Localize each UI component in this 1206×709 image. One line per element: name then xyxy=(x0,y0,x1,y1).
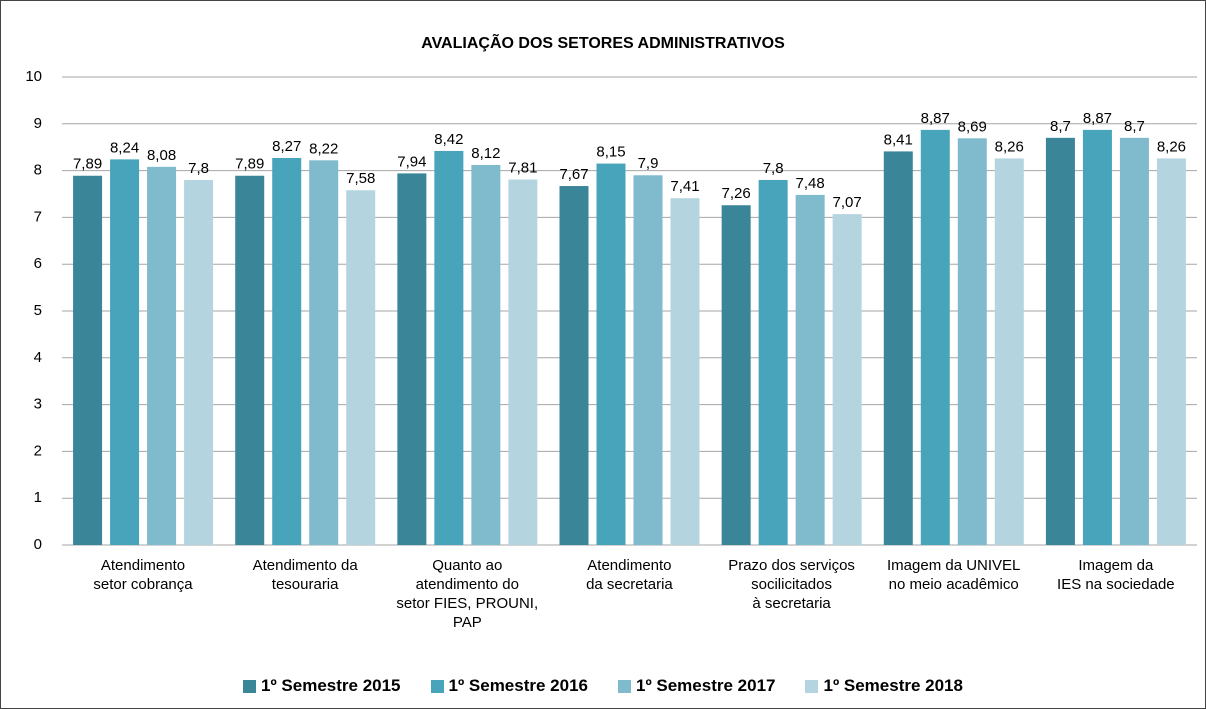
bar xyxy=(1082,129,1112,545)
bar xyxy=(758,179,788,545)
x-tick-label: Atendimento da secretaria xyxy=(586,557,673,593)
y-tick-label: 6 xyxy=(34,255,42,272)
y-tick-label: 3 xyxy=(34,396,42,413)
bar xyxy=(508,179,538,545)
x-tick-label: Prazo dos serviços socilicitados à secre… xyxy=(728,557,855,612)
data-label: 8,24 xyxy=(110,139,139,156)
data-label: 7,81 xyxy=(508,159,537,176)
x-tick-label: Atendimento da tesouraria xyxy=(252,557,358,593)
data-label: 7,58 xyxy=(346,170,375,187)
legend-swatch xyxy=(243,679,257,693)
legend-label: 1º Semestre 2017 xyxy=(636,676,776,695)
bar xyxy=(235,175,265,546)
data-label: 7,41 xyxy=(670,178,699,195)
y-tick-label: 10 xyxy=(25,68,42,85)
x-tick-label: Quanto ao atendimento do setor FIES, PRO… xyxy=(396,557,539,631)
bar xyxy=(471,164,501,545)
bar xyxy=(721,205,751,545)
bar xyxy=(670,198,700,545)
legend-item: 1º Semestre 2015 xyxy=(243,676,401,696)
data-label: 8,15 xyxy=(596,144,625,161)
y-tick-label: 5 xyxy=(34,302,42,319)
data-label: 7,8 xyxy=(763,160,784,177)
data-label: 7,89 xyxy=(73,156,102,173)
bar xyxy=(795,194,825,545)
data-label: 8,7 xyxy=(1050,118,1071,135)
data-label: 7,9 xyxy=(638,155,659,172)
bar xyxy=(346,190,376,546)
y-tick-label: 8 xyxy=(34,162,42,179)
legend-item: 1º Semestre 2016 xyxy=(430,676,588,696)
data-label: 8,22 xyxy=(309,140,338,157)
legend-label: 1º Semestre 2016 xyxy=(448,676,588,695)
x-tick-label: Imagem da UNIVEL no meio acadêmico xyxy=(887,557,1021,593)
data-label: 8,08 xyxy=(147,147,176,164)
data-label: 7,67 xyxy=(559,166,588,183)
legend-item: 1º Semestre 2017 xyxy=(618,676,775,696)
bar xyxy=(147,166,177,545)
bar xyxy=(110,159,140,546)
data-label: 8,69 xyxy=(958,118,987,135)
bar xyxy=(994,158,1024,545)
data-label: 7,48 xyxy=(796,175,825,192)
legend-swatch xyxy=(618,679,631,693)
legend-swatch xyxy=(805,679,819,693)
data-label: 8,12 xyxy=(471,145,500,162)
data-label: 8,26 xyxy=(1157,138,1186,155)
data-label: 8,7 xyxy=(1124,118,1145,135)
legend-item: 1º Semestre 2018 xyxy=(805,676,963,696)
y-tick-label: 7 xyxy=(34,208,42,225)
data-label: 8,42 xyxy=(434,131,463,148)
data-label: 7,07 xyxy=(833,194,862,211)
bar xyxy=(272,157,302,546)
chart-title: AVALIAÇÃO DOS SETORES ADMINISTRATIVOS xyxy=(421,32,785,52)
bar xyxy=(73,175,103,546)
y-tick-label: 9 xyxy=(34,115,42,132)
legend-label: 1º Semestre 2015 xyxy=(261,676,401,695)
legend-label: 1º Semestre 2018 xyxy=(823,676,963,695)
data-label: 8,27 xyxy=(272,138,301,155)
bar xyxy=(596,163,626,545)
bar xyxy=(559,186,589,545)
bar xyxy=(184,179,214,545)
x-tick-label: Atendimento setor cobrança xyxy=(93,557,193,593)
data-label: 8,26 xyxy=(995,138,1024,155)
data-label: 7,26 xyxy=(722,185,751,202)
bar xyxy=(397,173,427,545)
data-label: 8,87 xyxy=(1083,110,1112,127)
data-label: 8,41 xyxy=(884,131,913,148)
y-tick-label: 2 xyxy=(34,442,42,459)
y-tick-label: 0 xyxy=(34,536,42,553)
data-label: 7,89 xyxy=(235,156,264,173)
data-label: 7,8 xyxy=(188,160,209,177)
bar xyxy=(1119,137,1149,545)
y-tick-label: 4 xyxy=(34,349,42,366)
data-label: 7,94 xyxy=(397,153,426,170)
bar xyxy=(883,151,913,546)
bar xyxy=(434,150,464,545)
legend-swatch xyxy=(430,679,444,693)
bar xyxy=(633,175,663,545)
y-tick-label: 1 xyxy=(34,489,42,506)
legend: 1º Semestre 2015 1º Semestre 2016 1º Semes… xyxy=(0,676,1206,696)
data-label: 8,87 xyxy=(921,110,950,127)
x-tick-label: Imagem da IES na sociedade xyxy=(1057,557,1175,593)
bar xyxy=(309,160,339,545)
bar xyxy=(1045,137,1075,545)
bar xyxy=(957,138,987,546)
bar xyxy=(1156,158,1186,545)
bar xyxy=(920,129,950,545)
bar xyxy=(832,214,862,545)
